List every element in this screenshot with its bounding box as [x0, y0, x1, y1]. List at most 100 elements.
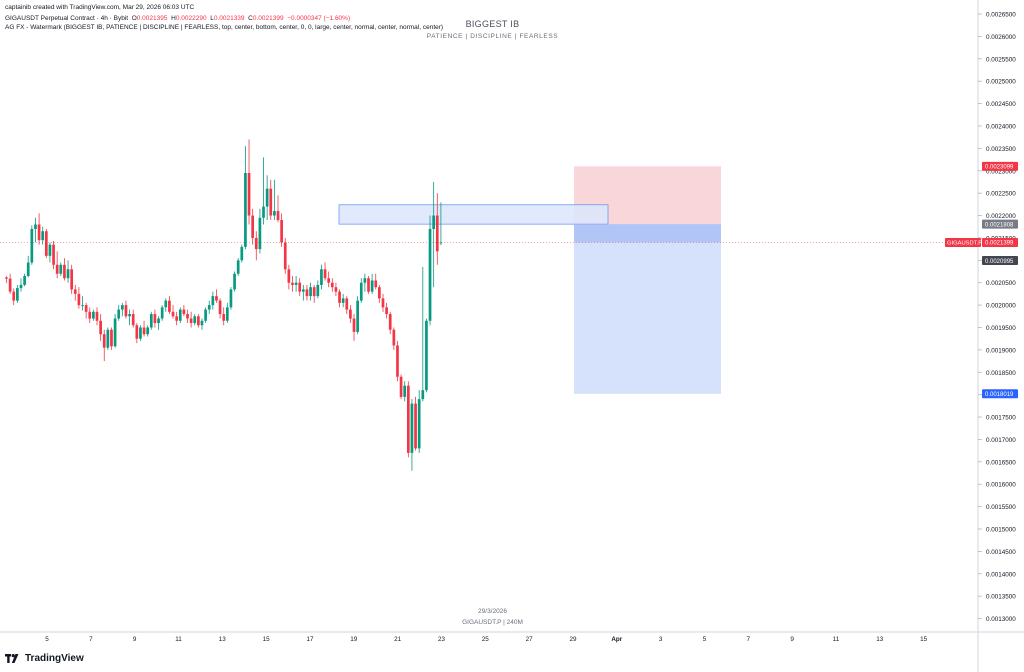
- symbol-ohlc-line: GIGAUSDT Perpetual Contract · 4h · Bybit…: [5, 15, 350, 22]
- indicator-legend[interactable]: AG FX - Watermark (BIGGEST IB, PATIENCE …: [5, 24, 444, 31]
- candle-body: [298, 282, 302, 292]
- candle-body: [37, 224, 41, 241]
- entry-band[interactable]: [574, 224, 721, 243]
- candle-body: [258, 217, 262, 250]
- candle-body: [305, 289, 309, 297]
- candle-body: [146, 327, 150, 335]
- candle-body: [356, 300, 359, 332]
- candle-body: [392, 329, 396, 346]
- price-tick-label: 0.0016500: [986, 459, 1016, 466]
- price-label-last: 0.0021399: [985, 241, 1014, 247]
- candle-body: [131, 314, 135, 326]
- candle-body: [414, 403, 417, 449]
- time-tick-label: 13: [876, 636, 884, 643]
- candle-body: [128, 314, 131, 317]
- candle-body: [225, 307, 229, 321]
- price-tick-label: 0.0020000: [986, 303, 1016, 310]
- candle-body: [139, 327, 142, 339]
- time-tick-label: 29: [569, 636, 577, 643]
- candle-body: [113, 318, 117, 347]
- time-tick-label: 13: [219, 636, 227, 643]
- time-tick-label: 27: [526, 636, 534, 643]
- time-tick-label: Apr: [611, 636, 622, 643]
- ohlc-open-label: O: [131, 15, 137, 22]
- price-tick-label: 0.0026000: [986, 34, 1016, 41]
- candle-body: [370, 280, 374, 292]
- time-tick-label: 11: [833, 636, 840, 643]
- price-tick-label: 0.0013000: [986, 616, 1016, 623]
- candle-body: [193, 316, 197, 324]
- tradingview-logo-icon: [5, 654, 19, 663]
- candle-body: [204, 309, 207, 321]
- candle-body: [160, 307, 164, 319]
- candle-body: [323, 269, 327, 279]
- price-tick-label: 0.0022000: [986, 213, 1016, 220]
- time-tick-label: 19: [350, 636, 358, 643]
- candle-body: [95, 311, 99, 321]
- price-label-mark: 0.0020995: [985, 259, 1014, 265]
- candle-body: [367, 278, 370, 292]
- candle-body: [312, 287, 316, 297]
- candle-body: [81, 305, 84, 306]
- candle-body: [309, 287, 312, 297]
- candle-body: [381, 298, 385, 308]
- take-profit-zone[interactable]: [574, 224, 721, 394]
- candle-body: [269, 188, 273, 216]
- candle-body: [374, 280, 378, 288]
- symbol-name[interactable]: GIGAUSDT Perpetual Contract · 4h · Bybit: [5, 15, 129, 22]
- ohlc-open: 0.0021395: [136, 15, 168, 22]
- candle-body: [200, 320, 204, 326]
- candle-body: [59, 264, 63, 274]
- candle-body: [251, 215, 255, 238]
- price-label-last-tag: [982, 237, 1018, 247]
- candle-body: [110, 329, 113, 347]
- price-tick-label: 0.0018500: [986, 370, 1016, 377]
- price-tick-label: 0.0023500: [986, 146, 1016, 153]
- candle-body: [254, 237, 258, 250]
- candle-body: [280, 220, 283, 243]
- candle-body: [283, 242, 287, 270]
- candle-body: [218, 300, 222, 315]
- candle-body: [106, 329, 110, 348]
- price-tick-label: 0.0016000: [986, 482, 1016, 489]
- time-tick-label: 25: [482, 636, 490, 643]
- time-tick-label: 5: [703, 636, 707, 643]
- price-tick-label: 0.0024000: [986, 123, 1016, 130]
- candle-body: [207, 305, 211, 310]
- candle-body: [439, 242, 443, 244]
- price-tick-label: 0.0015000: [986, 527, 1016, 534]
- candle-body: [345, 298, 349, 310]
- candle-body: [175, 316, 178, 321]
- candle-body: [34, 224, 37, 229]
- time-tick-label: 15: [263, 636, 271, 643]
- candle-body: [70, 269, 74, 290]
- candle-body: [316, 284, 320, 297]
- candle-body: [5, 277, 8, 279]
- candle-body: [63, 264, 66, 279]
- price-label-mark-tag: [982, 256, 1018, 266]
- price-label-target-tag: [982, 389, 1018, 399]
- price-tick-label: 0.0026500: [986, 12, 1016, 19]
- price-tick-label: 0.0019000: [986, 347, 1016, 354]
- price-label-stop: 0.0023099: [985, 165, 1014, 171]
- candle-body: [171, 311, 175, 317]
- chart-credit: captainib created with TradingView.com, …: [5, 4, 195, 11]
- candle-body: [215, 296, 218, 301]
- candle-body: [120, 305, 124, 310]
- watermark-subtitle: PATIENCE | DISCIPLINE | FEARLESS: [426, 33, 559, 40]
- demand-zone-box[interactable]: [338, 204, 609, 225]
- candle-body: [178, 309, 182, 321]
- ohlc-close-label: C: [248, 15, 253, 22]
- candle-body: [247, 172, 251, 216]
- candle-body: [66, 269, 70, 279]
- price-tick-label: 0.0025500: [986, 56, 1016, 63]
- tradingview-logo-text: TradingView: [25, 653, 84, 664]
- candle-body: [432, 215, 436, 229]
- candle-body: [229, 289, 233, 308]
- candle-body: [265, 188, 269, 207]
- time-tick-label: 5: [45, 636, 49, 643]
- tradingview-logo[interactable]: TradingView: [5, 653, 84, 664]
- price-tick-label: 0.0020500: [986, 280, 1016, 287]
- candle-body: [428, 228, 432, 321]
